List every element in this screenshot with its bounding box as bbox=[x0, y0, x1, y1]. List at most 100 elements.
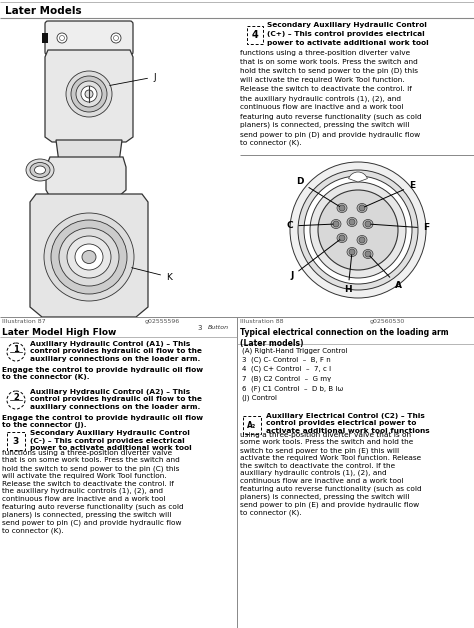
Text: 7  (B) C2 Control  –  G mγ: 7 (B) C2 Control – G mγ bbox=[242, 376, 331, 382]
Text: 4  (C) C+ Control  –  7, c l: 4 (C) C+ Control – 7, c l bbox=[242, 366, 331, 372]
Text: 3: 3 bbox=[13, 436, 19, 445]
Text: J: J bbox=[109, 72, 155, 85]
Ellipse shape bbox=[331, 220, 341, 229]
Text: using a three-position diverter valve that is on
some work tools. Press the swit: using a three-position diverter valve th… bbox=[240, 432, 422, 516]
Ellipse shape bbox=[66, 71, 112, 117]
Ellipse shape bbox=[347, 247, 357, 256]
Circle shape bbox=[365, 221, 371, 227]
Ellipse shape bbox=[357, 236, 367, 244]
Ellipse shape bbox=[81, 86, 97, 102]
Circle shape bbox=[111, 33, 121, 43]
Bar bbox=[243, 416, 261, 434]
Circle shape bbox=[318, 190, 398, 270]
Text: Illustration 88: Illustration 88 bbox=[240, 319, 283, 324]
Text: J: J bbox=[290, 240, 340, 281]
Text: Release the switch to deactivate the control. If: Release the switch to deactivate the con… bbox=[240, 86, 412, 92]
Text: continuous flow are inactive and a work tool: continuous flow are inactive and a work … bbox=[240, 104, 404, 110]
Text: g02555596: g02555596 bbox=[145, 319, 180, 324]
Text: Engage the control to provide hydraulic oil flow
to the connector (J).: Engage the control to provide hydraulic … bbox=[2, 415, 203, 428]
Text: Secondary Auxiliary Hydraulic Control
(C-) – This control provides electrical
po: Secondary Auxiliary Hydraulic Control (C… bbox=[30, 430, 192, 451]
Text: Later Models: Later Models bbox=[5, 6, 82, 16]
Circle shape bbox=[359, 205, 365, 211]
Text: the auxiliary hydraulic controls (1), (2), and: the auxiliary hydraulic controls (1), (2… bbox=[240, 95, 401, 102]
Text: 4: 4 bbox=[252, 30, 258, 40]
Polygon shape bbox=[30, 194, 148, 317]
Polygon shape bbox=[45, 50, 133, 142]
Bar bbox=[7, 432, 25, 450]
Circle shape bbox=[339, 235, 345, 241]
Text: K: K bbox=[132, 268, 172, 281]
Text: Secondary Auxiliary Hydraulic Control: Secondary Auxiliary Hydraulic Control bbox=[267, 22, 427, 28]
Circle shape bbox=[339, 205, 345, 211]
Ellipse shape bbox=[82, 251, 96, 264]
Ellipse shape bbox=[67, 236, 111, 278]
Circle shape bbox=[290, 162, 426, 298]
Text: power to activate additional work tool: power to activate additional work tool bbox=[267, 40, 429, 46]
Text: (A) Right-Hand Trigger Control: (A) Right-Hand Trigger Control bbox=[242, 347, 347, 354]
Circle shape bbox=[310, 182, 406, 278]
Text: g02560530: g02560530 bbox=[370, 319, 405, 324]
Polygon shape bbox=[46, 157, 126, 197]
Ellipse shape bbox=[85, 90, 93, 98]
Text: Auxiliary Electrical Control (C2) – This
control provides electrical power to
ac: Auxiliary Electrical Control (C2) – This… bbox=[266, 413, 429, 434]
Ellipse shape bbox=[59, 228, 119, 286]
Ellipse shape bbox=[71, 76, 107, 112]
Circle shape bbox=[304, 176, 412, 284]
Ellipse shape bbox=[26, 159, 54, 181]
Text: 1: 1 bbox=[13, 345, 19, 354]
Text: to connector (K).: to connector (K). bbox=[240, 140, 302, 146]
Text: D: D bbox=[296, 178, 340, 207]
Circle shape bbox=[349, 249, 355, 255]
Text: Later Model High Flow: Later Model High Flow bbox=[2, 328, 117, 337]
Text: Auxiliary Hydraulic Control (A2) – This
control provides hydraulic oil flow to t: Auxiliary Hydraulic Control (A2) – This … bbox=[30, 389, 202, 410]
Ellipse shape bbox=[363, 220, 373, 229]
Ellipse shape bbox=[30, 163, 50, 178]
Bar bbox=[247, 26, 263, 44]
Text: 2: 2 bbox=[13, 394, 19, 403]
Text: H: H bbox=[344, 255, 352, 295]
Bar bbox=[42, 33, 48, 43]
Wedge shape bbox=[348, 172, 367, 182]
Polygon shape bbox=[56, 140, 122, 170]
Ellipse shape bbox=[35, 166, 45, 174]
Text: Typical electrical connection on the loading arm
(Later models): Typical electrical connection on the loa… bbox=[240, 328, 448, 348]
Ellipse shape bbox=[337, 234, 347, 242]
Text: (J) Control: (J) Control bbox=[242, 394, 277, 401]
Text: A: A bbox=[370, 256, 401, 291]
Text: 6  (F) C1 Control  –  D b, B lω: 6 (F) C1 Control – D b, B lω bbox=[242, 385, 343, 391]
Ellipse shape bbox=[31, 163, 49, 177]
Circle shape bbox=[349, 219, 355, 225]
Circle shape bbox=[333, 221, 339, 227]
Text: Engage the control to provide hydraulic oil flow
to the connector (K).: Engage the control to provide hydraulic … bbox=[2, 367, 203, 381]
Ellipse shape bbox=[337, 203, 347, 212]
Text: 3: 3 bbox=[198, 325, 202, 331]
Circle shape bbox=[365, 251, 371, 257]
Ellipse shape bbox=[75, 244, 103, 270]
Circle shape bbox=[298, 170, 418, 290]
Text: Button: Button bbox=[208, 325, 229, 330]
Text: E: E bbox=[365, 181, 415, 207]
Text: featuring auto reverse functionality (such as cold: featuring auto reverse functionality (su… bbox=[240, 113, 422, 119]
Ellipse shape bbox=[44, 213, 134, 301]
Text: that is on some work tools. Press the switch and: that is on some work tools. Press the sw… bbox=[240, 59, 418, 65]
FancyBboxPatch shape bbox=[45, 21, 133, 55]
Text: (C+) – This control provides electrical: (C+) – This control provides electrical bbox=[267, 31, 425, 37]
Circle shape bbox=[359, 237, 365, 243]
Ellipse shape bbox=[347, 217, 357, 227]
Text: hold the switch to send power to the pin (D) this: hold the switch to send power to the pin… bbox=[240, 68, 418, 75]
Text: planers) is connected, pressing the switch will: planers) is connected, pressing the swit… bbox=[240, 122, 410, 129]
Text: send power to pin (D) and provide hydraulic flow: send power to pin (D) and provide hydrau… bbox=[240, 131, 420, 138]
Ellipse shape bbox=[51, 220, 127, 294]
Ellipse shape bbox=[76, 81, 102, 107]
Ellipse shape bbox=[27, 160, 53, 180]
Text: functions using a three-position diverter valve: functions using a three-position diverte… bbox=[240, 50, 410, 56]
Circle shape bbox=[57, 33, 67, 43]
Text: Auxiliary Hydraulic Control (A1) – This
control provides hydraulic oil flow to t: Auxiliary Hydraulic Control (A1) – This … bbox=[30, 341, 202, 362]
Text: will activate the required Work Tool function.: will activate the required Work Tool fun… bbox=[240, 77, 405, 83]
Text: functions using a three-position diverter valve
that is on some work tools. Pres: functions using a three-position diverte… bbox=[2, 450, 183, 534]
Text: F: F bbox=[371, 224, 429, 232]
Ellipse shape bbox=[35, 166, 46, 174]
Text: 3  (C) C- Control  –  B, F n: 3 (C) C- Control – B, F n bbox=[242, 357, 331, 363]
Ellipse shape bbox=[363, 249, 373, 259]
Text: C: C bbox=[287, 222, 333, 230]
